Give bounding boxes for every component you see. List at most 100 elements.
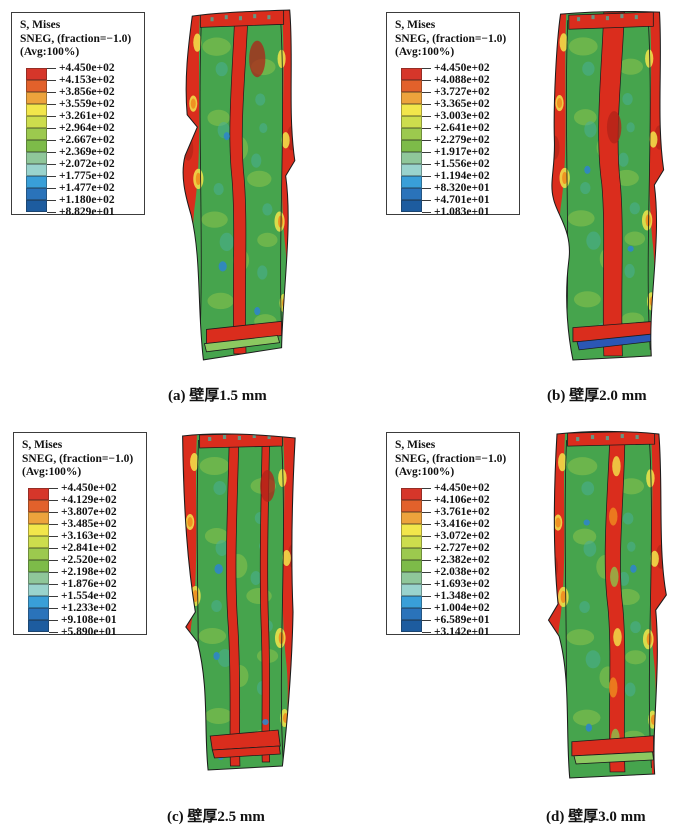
legend-tick [49,595,58,597]
legend-swatch [26,163,47,176]
legend-tick [422,607,431,609]
legend-value: +1.180e+02 [59,193,115,206]
legend-swatch [401,535,422,548]
legend-swatch [401,163,422,176]
legend-value: +2.667e+02 [59,133,115,146]
legend-swatch [28,607,49,620]
legend-swatch [401,619,422,632]
legend-swatch [28,583,49,596]
legend-swatch [28,547,49,560]
legend-color-scale: +4.450e+02 +4.106e+02 +3.761e+02 +3.416e+02… [395,481,519,640]
legend-tick [422,547,431,549]
legend-tick [49,547,58,549]
legend-tick [422,487,431,489]
legend-value: +3.142e+01 [434,625,490,638]
legend-value: +1.876e+02 [61,577,117,590]
legend-tick [422,595,431,597]
legend-value: +4.450e+02 [61,481,117,494]
legend-avg-label: (Avg:100%) [22,466,82,478]
legend-tick [422,151,431,153]
legend-tick [49,631,58,633]
legend-value: +4.450e+02 [434,481,490,494]
legend-tick [49,559,58,561]
legend-tick [49,619,58,621]
legend-swatch [401,79,422,92]
legend-box-d: S, Mises SNEG, (fraction=−1.0) (Avg:100%… [386,432,520,638]
legend-swatch [28,535,49,548]
legend-swatch [401,595,422,608]
legend-value: +1.554e+02 [61,589,117,602]
legend-swatch [26,175,47,188]
legend-avg-label: (Avg:100%) [20,46,80,58]
legend-tick [422,631,431,633]
legend-tick [422,175,431,177]
legend-value: +3.365e+02 [434,97,490,110]
legend-value: +2.727e+02 [434,541,490,554]
legend-swatch [401,139,422,152]
legend-field-label: S, Mises [395,439,436,451]
legend-color-scale: +4.450e+02 +4.153e+02 +3.856e+02 +3.559e+02… [20,61,144,220]
contour-plot-a [182,9,296,361]
caption-c: (c) 壁厚2.5 mm [167,809,265,825]
legend-tick [422,187,431,189]
legend-value: +9.108e+01 [61,613,117,626]
legend-tick [422,523,431,525]
legend-tick [47,79,56,81]
legend-swatch [401,547,422,560]
legend-field-label: S, Mises [395,19,436,31]
legend-swatch [28,559,49,572]
legend-tick [422,103,431,105]
legend-value: +2.964e+02 [59,121,115,134]
legend-value: +8.829e+01 [59,205,115,218]
legend-value: +1.556e+02 [434,157,490,170]
legend-tick [422,163,431,165]
caption-d: (d) 壁厚3.0 mm [546,809,646,825]
legend-swatch [26,199,47,212]
legend-swatch [401,103,422,116]
legend-swatch [401,607,422,620]
legend-swatch [401,199,422,212]
legend-value: +3.416e+02 [434,517,490,530]
caption-a: (a) 壁厚1.5 mm [168,388,267,404]
legend-swatch [28,523,49,536]
legend-tick [422,67,431,69]
legend-tick [422,511,431,513]
legend-tick [422,535,431,537]
legend-swatch [401,175,422,188]
legend-swatch [401,511,422,524]
legend-swatch [401,115,422,128]
legend-tick [422,571,431,573]
legend-value: +4.450e+02 [59,61,115,74]
legend-swatch [28,511,49,524]
legend-box-b: S, Mises SNEG, (fraction=−1.0) (Avg:100%… [386,12,520,218]
legend-swatch [401,187,422,200]
legend-value: +2.198e+02 [61,565,117,578]
legend-tick [422,91,431,93]
legend-tick [422,127,431,129]
legend-tick [47,127,56,129]
legend-value: +2.841e+02 [61,541,117,554]
legend-tick [49,523,58,525]
legend-value: +8.320e+01 [434,181,490,194]
legend-value: +3.072e+02 [434,529,490,542]
legend-value: +1.477e+02 [59,181,115,194]
legend-swatch [401,487,422,500]
legend-tick [422,619,431,621]
legend-value: +1.004e+02 [434,601,490,614]
legend-tick [49,535,58,537]
legend-value: +3.163e+02 [61,529,117,542]
legend-value: +6.589e+01 [434,613,490,626]
legend-value: +4.088e+02 [434,73,490,86]
legend-tick [47,211,56,213]
legend-value: +1.233e+02 [61,601,117,614]
legend-swatch [401,91,422,104]
legend-tick [47,175,56,177]
legend-tick [422,115,431,117]
legend-sneg-label: SNEG, (fraction=−1.0) [22,452,134,465]
legend-value: +2.641e+02 [434,121,490,134]
legend-tick [49,511,58,513]
legend-swatch [28,595,49,608]
legend-sneg-label: SNEG, (fraction=−1.0) [395,452,507,465]
legend-field-label: S, Mises [22,439,63,451]
legend-tick [422,211,431,213]
